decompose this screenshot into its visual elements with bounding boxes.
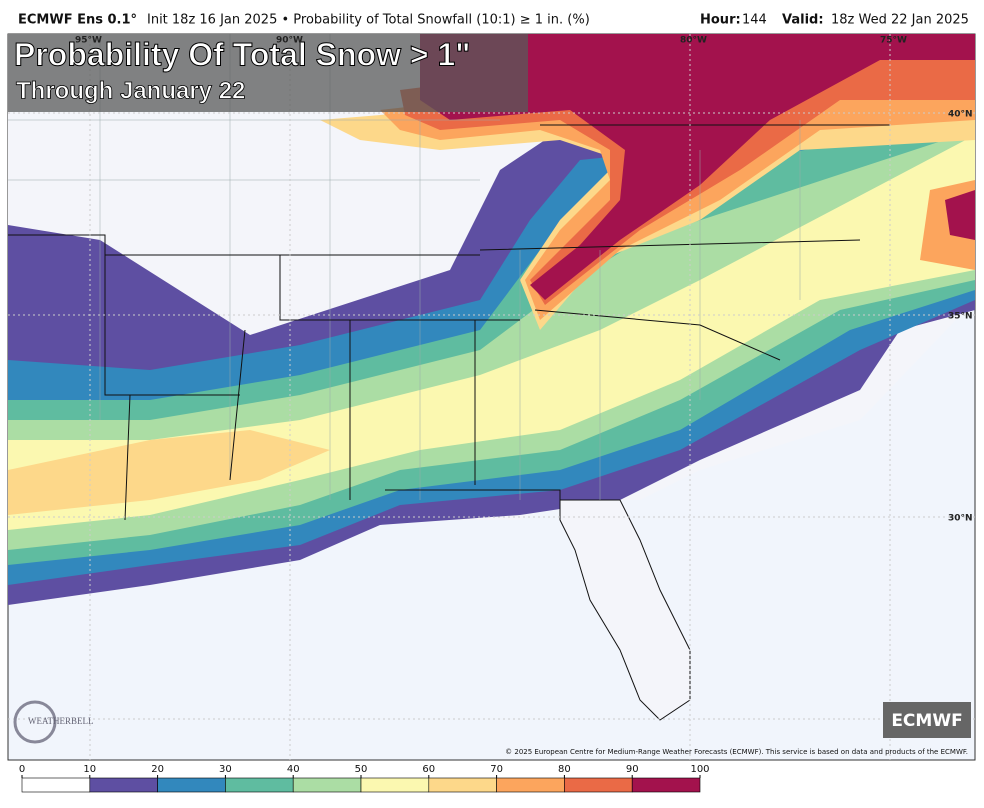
title-box: [8, 34, 528, 112]
colorbar-tick-label: 90: [626, 764, 639, 775]
lon-label: 80°W: [680, 36, 707, 46]
colorbar-tick-label: 60: [422, 764, 435, 775]
badge-box: [883, 702, 971, 738]
colorbar-segment: [157, 777, 226, 793]
map: Probability Of Total Snow > 1" Through J…: [7, 33, 976, 761]
header-title: ECMWF Ens 0.1°: [18, 13, 137, 28]
colorbar-segment: [89, 777, 158, 793]
colorbar-segment: [225, 777, 294, 793]
colorbar-segment: [428, 777, 497, 793]
hour: 144: [742, 13, 767, 28]
lat-label: 40°N: [948, 110, 973, 120]
valid-label: Valid:: [782, 13, 824, 28]
lon-label: 95°W: [75, 36, 102, 46]
logo: WEATHERBELL: [28, 716, 94, 726]
colorbar-segment: [496, 777, 565, 793]
colorbar-tick-label: 40: [287, 764, 300, 775]
colorbar-tick-label: 0: [19, 764, 25, 775]
florida: [559, 499, 691, 721]
lon-label: 75°W: [880, 36, 907, 46]
band: [8, 430, 330, 515]
band: [945, 190, 975, 240]
colorbar-tick-label: 80: [558, 764, 571, 775]
hour-label: Hour:: [700, 13, 741, 28]
lon-label: 90°W: [276, 36, 303, 46]
colorbar-tick-label: 10: [83, 764, 96, 775]
lat-label: 35°N: [948, 312, 973, 322]
map-subtitle: Through January 22: [16, 77, 245, 104]
colorbar-tick-label: 20: [151, 764, 164, 775]
colorbar-tick-label: 50: [355, 764, 368, 775]
colorbar-segment: [564, 777, 633, 793]
badge: ECMWF: [891, 711, 962, 731]
colorbar-segment: [631, 777, 701, 793]
colorbar-tick-label: 100: [690, 764, 709, 775]
county-lines: [8, 34, 801, 500]
colorbar-segment: [21, 777, 91, 793]
snow-field: [8, 34, 975, 760]
band: [420, 34, 975, 300]
colorbar-tick-label: 30: [219, 764, 232, 775]
valid: 18z Wed 22 Jan 2025: [831, 13, 969, 28]
copyright: © 2025 European Centre for Medium-Range …: [505, 748, 968, 756]
colorbar-segment: [360, 777, 430, 793]
header-text: Init 18z 16 Jan 2025 • Probability of To…: [147, 13, 590, 28]
colorbar-tick-label: 70: [490, 764, 503, 775]
lat-label: 30°N: [948, 514, 973, 524]
map-title: Probability Of Total Snow > 1": [14, 36, 470, 72]
colorbar: 0 10 20 30 40 50 60 70 80 90 100: [19, 764, 710, 793]
colorbar-segment: [292, 777, 362, 793]
logo-mark: [13, 700, 57, 744]
